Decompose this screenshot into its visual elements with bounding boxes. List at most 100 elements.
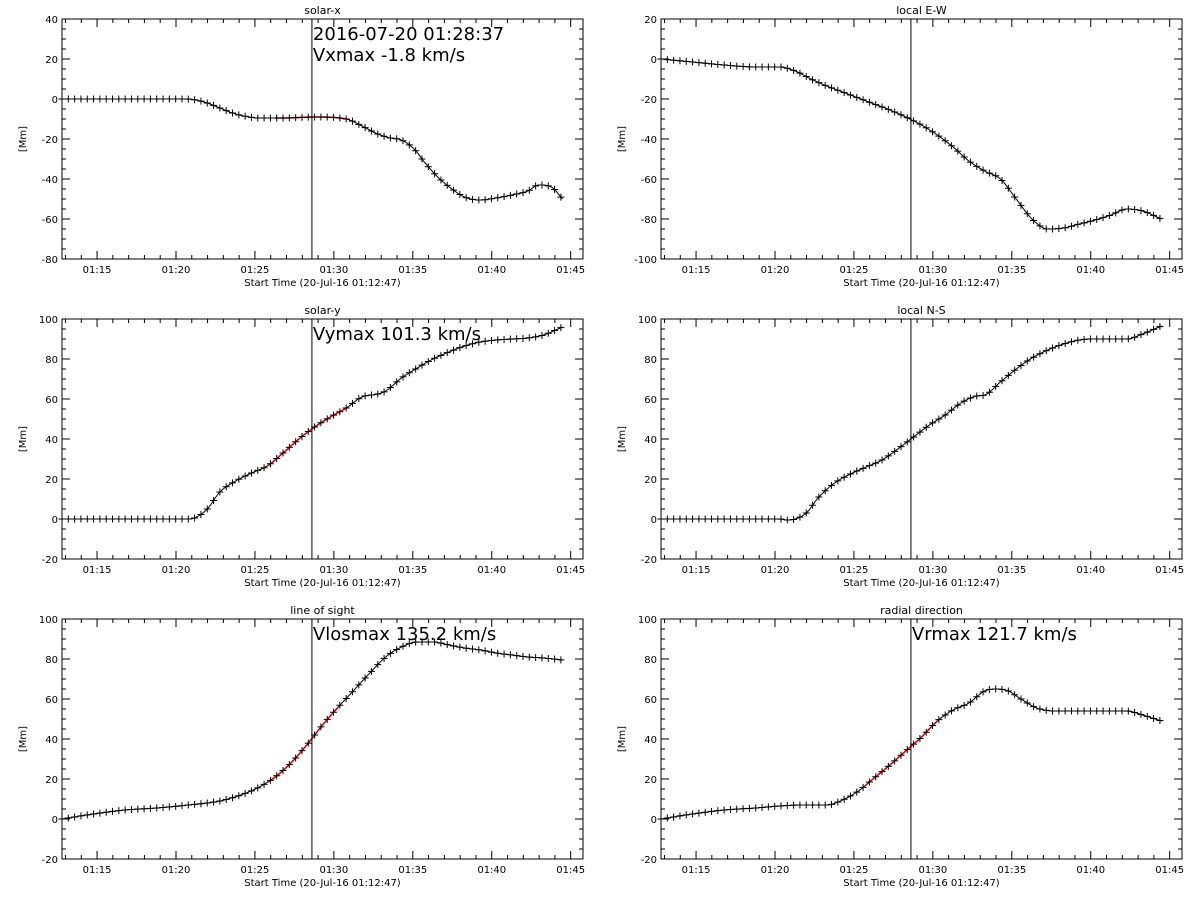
data-point [954, 147, 962, 155]
data-point [222, 483, 230, 491]
y-tick-label: 80 [45, 355, 58, 366]
data-point [292, 754, 300, 762]
data-point [481, 196, 489, 204]
data-point [197, 510, 205, 518]
data-point [1124, 205, 1132, 213]
velocity-annotation: Vlosmax 135.2 km/s [313, 624, 496, 645]
data-point [367, 127, 375, 135]
data-point [266, 114, 274, 122]
data-point [1049, 344, 1057, 352]
data-point [1030, 703, 1038, 711]
y-tick-label: 60 [644, 695, 657, 706]
x-tick-label: 01:30 [319, 265, 348, 276]
data-point [1004, 184, 1012, 192]
data-point [418, 361, 426, 369]
data-point [1093, 216, 1101, 224]
data-point [1131, 708, 1139, 716]
x-tick-label: 01:20 [162, 865, 191, 876]
data-point [247, 113, 255, 121]
data-point [1143, 209, 1151, 217]
data-point [1105, 212, 1113, 220]
data-point [273, 114, 281, 122]
data-point [456, 191, 464, 199]
data-point [538, 654, 546, 662]
data-point [191, 514, 199, 522]
data-point [935, 415, 943, 423]
data-point [532, 333, 540, 341]
data-point [323, 715, 331, 723]
panel-title: local E-W [896, 4, 947, 17]
data-point [752, 63, 760, 71]
data-point [764, 803, 772, 811]
data-point [783, 802, 791, 810]
data-point [494, 336, 502, 344]
data-point [739, 63, 747, 71]
data-point [947, 707, 955, 715]
data-point [279, 767, 287, 774]
data-point [745, 515, 753, 523]
x-tick-label: 01:25 [840, 265, 869, 276]
data-point [109, 515, 117, 523]
data-point [663, 56, 671, 64]
data-point [538, 181, 546, 189]
y-tick-label: 20 [644, 775, 657, 786]
x-tick-label: 01:30 [319, 865, 348, 876]
data-point [513, 190, 521, 198]
data-point [897, 751, 905, 759]
data-point [960, 397, 968, 405]
data-point [367, 667, 375, 675]
y-tick-label: 60 [45, 395, 58, 406]
data-point [1118, 206, 1126, 214]
y-tick-label: 100 [638, 315, 657, 326]
data-point [815, 493, 823, 501]
data-point [726, 62, 734, 70]
data-point [405, 141, 413, 149]
data-point [1061, 707, 1069, 715]
data-point [663, 515, 671, 523]
data-point [260, 464, 268, 472]
data-point [846, 792, 854, 800]
data-point [96, 515, 104, 523]
x-tick-label: 01:35 [997, 565, 1026, 576]
data-point [733, 62, 741, 70]
x-tick-label: 01:40 [477, 565, 506, 576]
data-point [790, 66, 798, 74]
data-point [1055, 342, 1063, 350]
data-point [701, 808, 709, 816]
data-point [960, 701, 968, 709]
data-point [323, 113, 331, 121]
data-point [1011, 366, 1019, 374]
data-point [58, 95, 66, 103]
data-point [191, 800, 199, 808]
data-point [670, 56, 678, 64]
x-tick-label: 01:40 [477, 865, 506, 876]
data-point [1011, 193, 1019, 201]
data-point [298, 747, 306, 755]
data-point [1055, 225, 1063, 233]
data-point [462, 194, 470, 202]
data-point [1150, 325, 1158, 333]
data-point [790, 515, 798, 523]
data-point [247, 787, 255, 795]
data-point [935, 132, 943, 140]
y-tick-label: 80 [45, 655, 58, 666]
data-point [153, 515, 161, 523]
data-point [468, 645, 476, 653]
data-point [891, 757, 899, 765]
data-point [1118, 707, 1126, 715]
y-axis-title: [Mm] [18, 426, 29, 452]
data-point [903, 438, 911, 446]
x-tick-label: 01:25 [241, 565, 270, 576]
data-point [815, 801, 823, 809]
y-tick-label: 20 [45, 475, 58, 486]
data-point [1004, 687, 1012, 695]
data-point [557, 324, 565, 332]
data-point [127, 805, 135, 813]
data-point [513, 335, 521, 343]
data-point [254, 466, 262, 474]
data-point [222, 107, 230, 115]
data-point [121, 95, 129, 103]
y-tick-label: -20 [641, 855, 657, 866]
data-point [96, 809, 104, 817]
data-point [1156, 716, 1164, 724]
